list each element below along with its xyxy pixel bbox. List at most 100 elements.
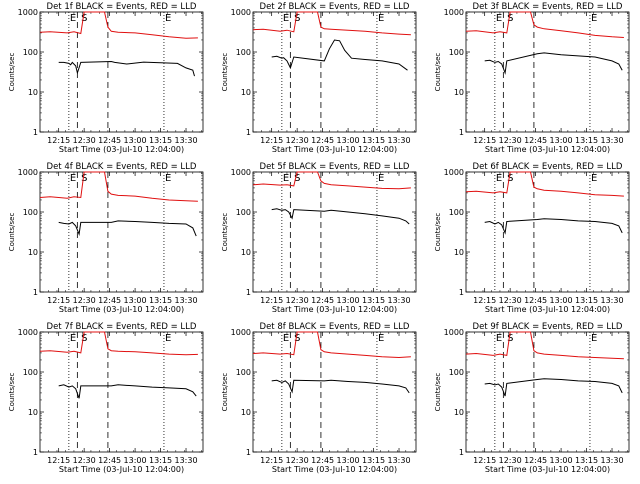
marker-letter-e: E [283,333,289,344]
y-tick-label: 1000 [231,328,251,337]
lld-series-line [252,331,411,359]
marker-letter-s: S [294,333,300,344]
y-tick-label: 100 [236,208,251,217]
marker-letter-e: E [165,173,171,184]
marker-letter-e: E [378,13,384,24]
x-tick-label: 13:00 [550,296,573,305]
detector-plot-3: Det 3f BLACK = Events, RED = LLD 1 10 100 10… [434,2,630,154]
y-tick-label: 100 [449,368,464,377]
y-tick-label: 1 [33,288,38,297]
plot-frame [252,171,417,293]
y-tick-label: 10 [454,408,464,417]
x-tick-label: 13:00 [124,136,147,145]
x-tick-label: 13:30 [387,456,410,465]
x-tick-label: 13:00 [550,456,573,465]
x-tick-label: 12:45 [311,296,334,305]
lld-series-line [252,11,411,36]
plot-frame [252,331,417,453]
y-tick-label: 1 [33,448,38,457]
plot-title: Det 4f BLACK = Events, RED = LLD [47,162,197,172]
marker-letter-e: E [496,333,502,344]
events-series-line [271,208,410,225]
y-tick-label: 1000 [444,8,464,17]
x-tick-label: 12:15 [260,456,283,465]
marker-letter-e: E [591,333,597,344]
x-tick-label: 12:30 [73,456,96,465]
plot-title: Det 8f BLACK = Events, RED = LLD [260,322,410,332]
y-tick-label: 100 [236,48,251,57]
y-tick-label: 1 [246,128,251,137]
marker-letter-s: S [507,173,513,184]
x-tick-label: 12:30 [286,456,309,465]
events-series-line [271,39,408,71]
events-series-line [58,60,195,77]
y-tick-label: 100 [23,368,38,377]
plot-title: Det 5f BLACK = Events, RED = LLD [260,162,410,172]
x-tick-label: 12:30 [73,296,96,305]
lld-series-line [465,11,624,38]
x-tick-label: 13:30 [174,296,197,305]
y-tick-label: 10 [28,88,38,97]
detector-plot-9: Det 9f BLACK = Events, RED = LLD 1 10 100 10… [434,322,630,474]
x-tick-label: 13:30 [387,136,410,145]
x-tick-label: 12:45 [311,456,334,465]
y-tick-label: 100 [236,368,251,377]
x-tick-label: 12:45 [98,136,121,145]
y-tick-label: 1000 [444,328,464,337]
detector-plot-4: Det 4f BLACK = Events, RED = LLD 1 10 100 10… [8,162,204,314]
x-tick-label: 13:30 [174,456,197,465]
y-tick-label: 1000 [18,328,38,337]
plot-title: Det 7f BLACK = Events, RED = LLD [47,322,197,332]
y-axis-label: Counts/sec [221,213,229,252]
y-tick-label: 100 [449,208,464,217]
x-tick-label: 13:30 [387,296,410,305]
y-tick-label: 1000 [231,168,251,177]
y-axis-label: Counts/sec [434,213,442,252]
y-tick-label: 1 [246,448,251,457]
x-tick-label: 12:45 [311,136,334,145]
x-tick-label: 12:30 [286,136,309,145]
y-tick-label: 1 [459,448,464,457]
x-tick-label: 12:15 [260,296,283,305]
detector-plot-8: Det 8f BLACK = Events, RED = LLD 1 10 100 10… [221,322,417,474]
x-axis-label: Start Time (03-Jul-10 12:04:00) [59,305,184,314]
y-axis-label: Counts/sec [8,373,16,412]
events-series-line [484,52,623,75]
x-tick-label: 12:45 [98,456,121,465]
lld-series-line [465,331,624,360]
plot-title: Det 6f BLACK = Events, RED = LLD [473,162,623,172]
marker-letter-e: E [378,173,384,184]
y-tick-label: 1000 [18,168,38,177]
x-tick-label: 12:15 [473,296,496,305]
lld-series-line [465,171,624,197]
marker-letter-e: E [283,13,289,24]
x-axis-label: Start Time (03-Jul-10 12:04:00) [272,145,397,154]
plot-title: Det 3f BLACK = Events, RED = LLD [473,2,623,12]
y-tick-label: 1 [246,288,251,297]
x-tick-label: 13:15 [362,296,385,305]
x-tick-label: 13:30 [174,136,197,145]
marker-letter-e: E [591,173,597,184]
y-axis-label: Counts/sec [8,53,16,92]
plot-title: Det 9f BLACK = Events, RED = LLD [473,322,623,332]
marker-letter-e: E [165,13,171,24]
x-tick-label: 12:15 [47,456,70,465]
marker-letter-e: E [378,333,384,344]
y-tick-label: 10 [28,408,38,417]
x-tick-label: 13:30 [600,296,623,305]
x-tick-label: 12:45 [524,456,547,465]
marker-letter-e: E [70,173,76,184]
x-tick-label: 13:00 [337,456,360,465]
marker-letter-s: S [507,333,513,344]
detector-plot-7: Det 7f BLACK = Events, RED = LLD 1 10 100 10… [8,322,204,474]
plot-frame [252,11,417,133]
y-tick-label: 100 [23,48,38,57]
marker-letter-e: E [283,173,289,184]
plot-frame [39,331,204,453]
events-series-line [271,379,410,394]
detector-plot-6: Det 6f BLACK = Events, RED = LLD 1 10 100 10… [434,162,630,314]
x-axis-label: Start Time (03-Jul-10 12:04:00) [272,465,397,474]
x-tick-label: 12:15 [47,136,70,145]
x-axis-label: Start Time (03-Jul-10 12:04:00) [485,145,610,154]
